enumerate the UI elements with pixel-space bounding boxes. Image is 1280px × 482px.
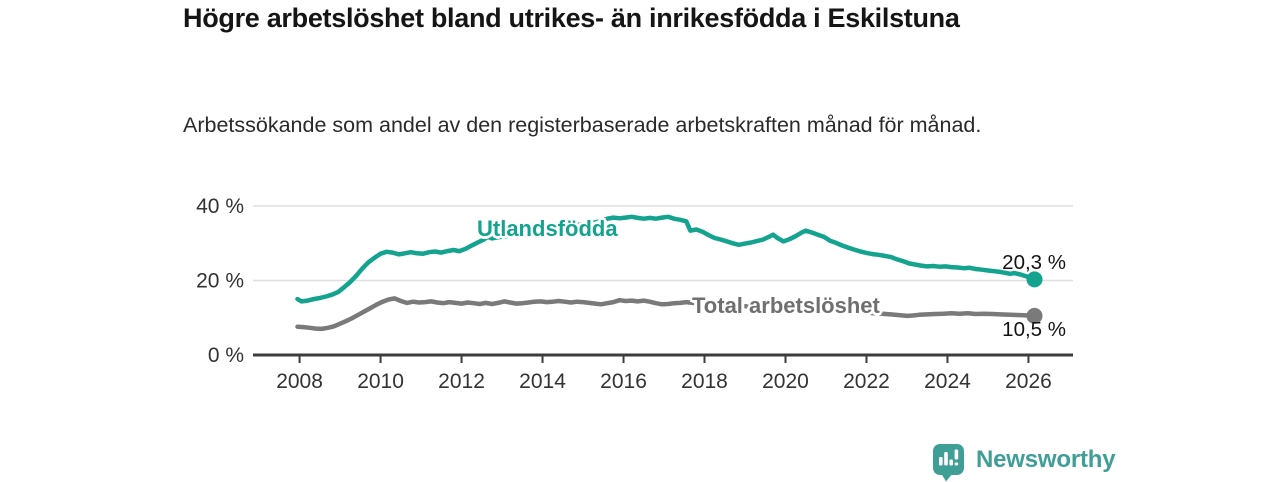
x-axis-tick-label: 2020 — [762, 370, 809, 393]
x-axis-tick-label: 2008 — [276, 370, 323, 393]
end-value-label-utlandsfodda: 20,3 % — [1002, 251, 1066, 274]
newsworthy-branding-link[interactable]: Newsworthy — [932, 443, 1116, 482]
chart-title: Högre arbetslöshet bland utrikes- än inr… — [183, 3, 960, 33]
chart-subtitle: Arbetssökande som andel av den registerb… — [183, 113, 982, 137]
x-axis-tick-label: 2026 — [1005, 370, 1052, 393]
x-axis-tick-label: 2022 — [843, 370, 890, 393]
y-axis-tick-label: 40 % — [196, 195, 244, 218]
x-axis-tick-label: 2018 — [681, 370, 728, 393]
series-label-total-arbetsloshet: Total arbetslöshet — [692, 293, 880, 318]
x-axis-tick-label: 2024 — [924, 370, 971, 393]
series-line-1 — [295, 296, 1037, 332]
series-line-0 — [295, 214, 1037, 304]
newsworthy-wordmark: Newsworthy — [976, 446, 1116, 473]
end-value-label-total: 10,5 % — [1002, 318, 1066, 341]
x-axis-tick-label: 2016 — [600, 370, 647, 393]
x-axis-tick-label: 2012 — [438, 370, 485, 393]
newsworthy-logo-icon — [933, 444, 964, 482]
y-axis-tick-label: 0 % — [208, 344, 244, 367]
x-axis-tick-label: 2014 — [519, 370, 566, 393]
x-axis-tick-label: 2010 — [357, 370, 404, 393]
y-axis-tick-label: 20 % — [196, 270, 244, 293]
series-label-utlandsfodda: Utlandsfödda — [477, 216, 618, 241]
